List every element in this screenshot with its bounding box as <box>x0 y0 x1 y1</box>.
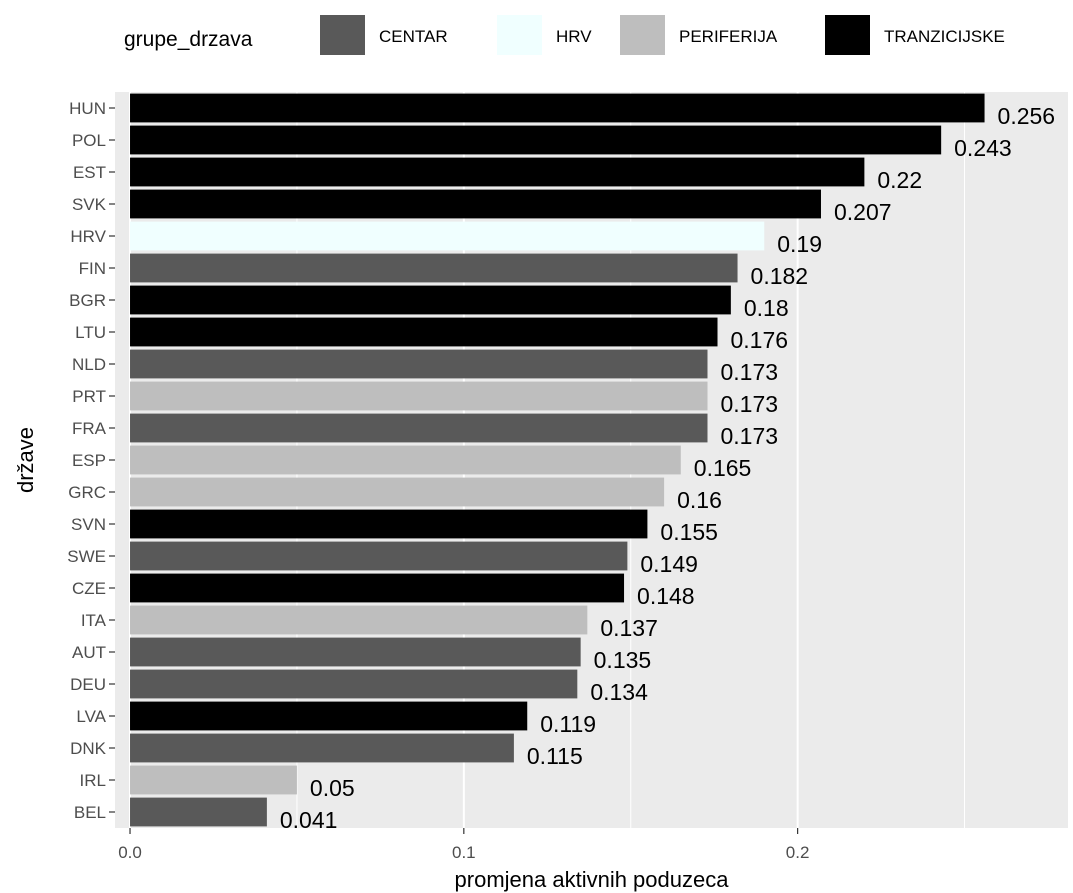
legend-label: HRV <box>556 27 592 46</box>
y-tick-label: GRC <box>68 483 106 502</box>
data-label: 0.173 <box>720 423 778 449</box>
y-axis: HUN POL EST SVK HRV FIN BGR LTU NLD PRT FRA ESP GRC S… <box>67 99 115 822</box>
data-label: 0.119 <box>540 711 596 737</box>
bar <box>130 381 708 411</box>
data-label: 0.115 <box>527 743 583 769</box>
bar <box>130 733 514 763</box>
data-label: 0.176 <box>731 327 789 353</box>
bar <box>130 797 267 827</box>
y-tick-label: AUT <box>72 643 106 662</box>
y-tick-label: HRV <box>70 227 106 246</box>
y-tick-label: NLD <box>72 355 106 374</box>
bar <box>130 445 681 475</box>
y-tick-label: LVA <box>76 707 106 726</box>
y-tick-label: FIN <box>79 259 106 278</box>
data-labels: 0.256 0.243 0.22 0.207 0.19 0.182 0.18 0.176 0.1… <box>280 103 1055 833</box>
y-tick-label: POL <box>72 131 106 150</box>
y-tick-label: SVK <box>72 195 107 214</box>
data-label: 0.207 <box>834 199 892 225</box>
y-tick-label: BEL <box>74 803 106 822</box>
data-label: 0.22 <box>877 167 922 193</box>
y-tick-label: HUN <box>69 99 106 118</box>
bar <box>130 605 588 635</box>
bar <box>130 221 765 251</box>
bar <box>130 541 628 571</box>
data-label: 0.155 <box>660 519 718 545</box>
data-label: 0.18 <box>744 295 789 321</box>
legend-key-hrv <box>497 15 542 55</box>
data-label: 0.041 <box>280 807 338 833</box>
x-tick-label: 0.0 <box>118 843 142 862</box>
bars <box>130 93 985 827</box>
y-axis-title: države <box>13 427 38 493</box>
y-tick-label: ITA <box>81 611 107 630</box>
y-tick-label: ESP <box>72 451 106 470</box>
x-axis: 0.0 0.1 0.2 <box>118 828 809 862</box>
bar <box>130 669 578 699</box>
data-label: 0.256 <box>998 103 1056 129</box>
data-label: 0.134 <box>590 679 648 705</box>
data-label: 0.19 <box>777 231 822 257</box>
data-label: 0.173 <box>720 391 778 417</box>
y-tick-label: CZE <box>72 579 106 598</box>
bar <box>130 253 738 283</box>
bar <box>130 637 581 667</box>
bar <box>130 189 821 219</box>
bar <box>130 477 665 507</box>
x-axis-title: promjena aktivnih poduzeca <box>455 867 730 892</box>
data-label: 0.149 <box>640 551 698 577</box>
bar <box>130 157 865 187</box>
data-label: 0.173 <box>720 359 778 385</box>
data-label: 0.165 <box>694 455 752 481</box>
y-tick-label: SWE <box>67 547 106 566</box>
y-tick-label: FRA <box>72 419 107 438</box>
data-label: 0.148 <box>637 583 695 609</box>
y-tick-label: SVN <box>71 515 106 534</box>
y-tick-label: EST <box>73 163 106 182</box>
bar <box>130 413 708 443</box>
legend-label: TRANZICIJSKE <box>884 27 1005 46</box>
data-label: 0.05 <box>310 775 355 801</box>
legend: grupe_drzava CENTAR HRV PERIFERIJA TRANZICI… <box>124 15 1005 55</box>
x-tick-label: 0.1 <box>452 843 476 862</box>
y-tick-label: IRL <box>80 771 106 790</box>
data-label: 0.243 <box>954 135 1012 161</box>
x-tick-label: 0.2 <box>786 843 810 862</box>
legend-key-tranzicijske <box>825 15 870 55</box>
bar <box>130 349 708 379</box>
y-tick-label: LTU <box>75 323 106 342</box>
bar <box>130 93 985 123</box>
legend-label: CENTAR <box>379 27 448 46</box>
bar <box>130 285 731 315</box>
bar <box>130 573 625 603</box>
legend-key-periferija <box>620 15 665 55</box>
legend-key-centar <box>320 15 365 55</box>
bar <box>130 125 942 155</box>
y-tick-label: BGR <box>69 291 106 310</box>
data-label: 0.16 <box>677 487 722 513</box>
y-tick-label: DNK <box>70 739 107 758</box>
data-label: 0.182 <box>751 263 809 289</box>
y-tick-label: DEU <box>70 675 106 694</box>
data-label: 0.137 <box>600 615 658 641</box>
bar <box>130 765 297 795</box>
bar <box>130 701 528 731</box>
bar <box>130 317 718 347</box>
legend-title: grupe_drzava <box>124 28 253 51</box>
legend-label: PERIFERIJA <box>679 27 778 46</box>
bar <box>130 509 648 539</box>
y-tick-label: PRT <box>72 387 106 406</box>
data-label: 0.135 <box>594 647 652 673</box>
